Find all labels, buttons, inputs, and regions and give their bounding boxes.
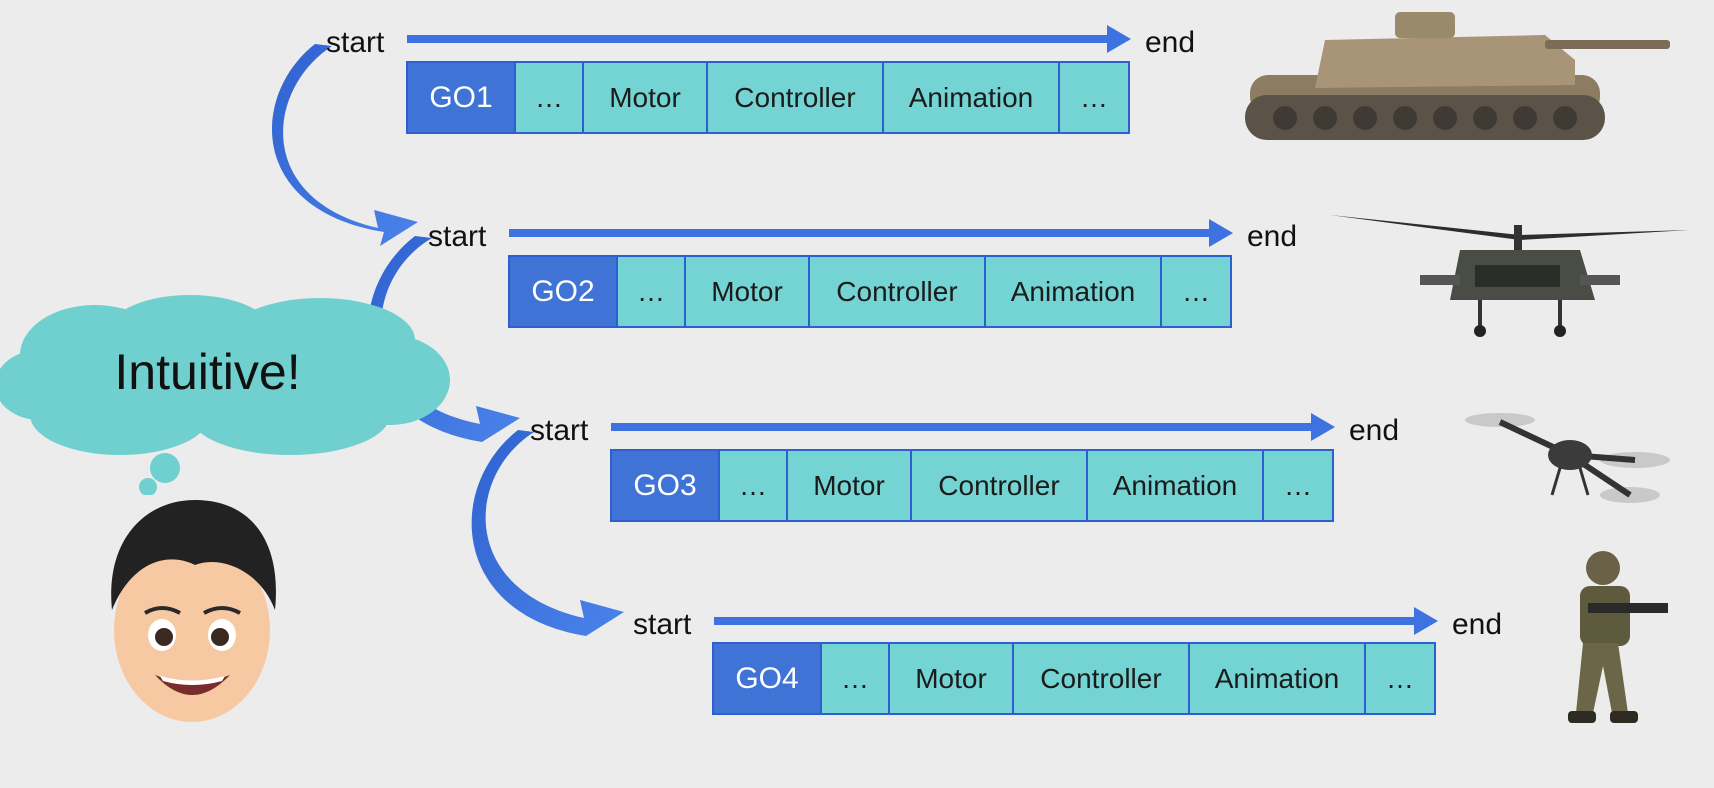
timeline-arrow-head <box>1107 25 1131 53</box>
ellipsis-cell: … <box>720 451 788 520</box>
game-object-cell: GO4 <box>714 644 822 713</box>
timeline-arrow <box>611 423 1311 431</box>
start-label: start <box>326 26 385 59</box>
avatar <box>111 500 276 722</box>
controller-cell: Controller <box>1014 644 1190 713</box>
timeline-arrow <box>714 617 1414 625</box>
component-cells: GO4 … Motor Controller Animation … <box>712 642 1436 715</box>
ellipsis-cell: … <box>822 644 890 713</box>
end-label: end <box>1247 220 1298 253</box>
motor-cell: Motor <box>890 644 1014 713</box>
timeline-arrow-head <box>1311 413 1335 441</box>
ellipsis-cell: … <box>1162 257 1230 326</box>
timeline-arrow-head <box>1414 607 1438 635</box>
thought-cloud <box>0 295 450 495</box>
end-label: end <box>1145 26 1196 59</box>
component-cells: GO3 … Motor Controller Animation … <box>610 449 1334 522</box>
motor-cell: Motor <box>788 451 912 520</box>
curved-arrow-1 <box>271 44 418 246</box>
controller-cell: Controller <box>912 451 1088 520</box>
ellipsis-cell: … <box>1366 644 1434 713</box>
animation-cell: Animation <box>1088 451 1264 520</box>
component-cells: GO1 … Motor Controller Animation … <box>406 61 1130 134</box>
controller-cell: Controller <box>708 63 884 132</box>
animation-cell: Animation <box>1190 644 1366 713</box>
motor-cell: Motor <box>686 257 810 326</box>
start-label: start <box>428 220 487 253</box>
ellipsis-cell: … <box>618 257 686 326</box>
controller-cell: Controller <box>810 257 986 326</box>
game-object-cell: GO3 <box>612 451 720 520</box>
end-label: end <box>1349 414 1400 447</box>
helicopter-icon <box>1330 215 1690 337</box>
timeline-arrow-head <box>1209 219 1233 247</box>
component-cells: GO2 … Motor Controller Animation … <box>508 255 1232 328</box>
timeline-arrow <box>407 35 1107 43</box>
thought-text: Intuitive! <box>114 344 301 400</box>
tank-icon <box>1245 12 1670 140</box>
drone-icon <box>1465 413 1670 503</box>
soldier-icon <box>1568 551 1668 723</box>
ellipsis-cell: … <box>1264 451 1332 520</box>
start-label: start <box>530 414 589 447</box>
game-object-cell: GO1 <box>408 63 516 132</box>
ellipsis-cell: … <box>1060 63 1128 132</box>
ellipsis-cell: … <box>516 63 584 132</box>
game-object-cell: GO2 <box>510 257 618 326</box>
animation-cell: Animation <box>884 63 1060 132</box>
end-label: end <box>1452 608 1503 641</box>
start-label: start <box>633 608 692 641</box>
motor-cell: Motor <box>584 63 708 132</box>
curved-arrow-3 <box>471 430 624 636</box>
animation-cell: Animation <box>986 257 1162 326</box>
timeline-arrow <box>509 229 1209 237</box>
